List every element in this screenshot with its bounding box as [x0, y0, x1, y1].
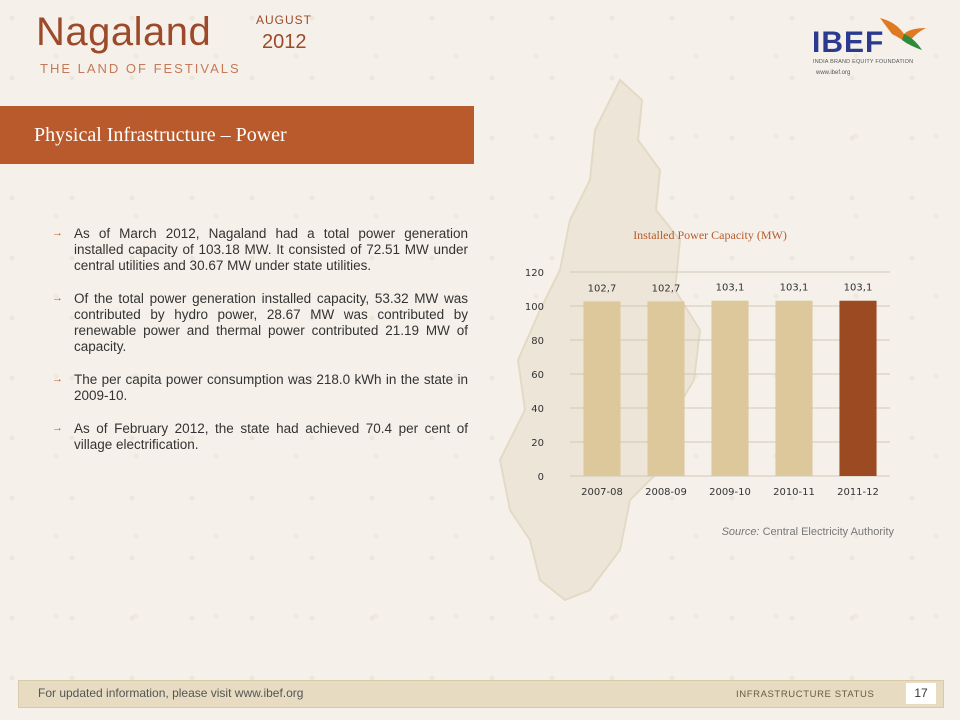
- ibef-logo: IBEF INDIA BRAND EQUITY FOUNDATION www.i…: [812, 8, 928, 92]
- bird-icon: [880, 18, 926, 50]
- bullet-text: Of the total power generation installed …: [74, 291, 468, 354]
- installed-capacity-chart: 0 20 40 60 80 100 120 102,7 2007-08 102,7 2008-09 1…: [525, 268, 890, 498]
- section-title: Physical Infrastructure – Power: [34, 124, 287, 146]
- logo-name: IBEF: [812, 26, 885, 59]
- bar-value-label: 103,1: [780, 283, 809, 294]
- footer-section-label: INFRASTRUCTURE STATUS: [736, 689, 875, 700]
- y-tick-label: 0: [538, 472, 544, 483]
- bullet-item: → Of the total power generation installe…: [52, 291, 468, 355]
- bar-value-label: 102,7: [588, 283, 617, 294]
- bar-value-label: 103,1: [716, 283, 745, 294]
- arrow-right-icon: →: [52, 227, 63, 239]
- bar: [775, 300, 813, 476]
- source-text: Central Electricity Authority: [762, 526, 894, 538]
- logo-tagline: INDIA BRAND EQUITY FOUNDATION: [813, 59, 914, 65]
- arrow-right-icon: →: [52, 422, 63, 434]
- report-month: AUGUST: [256, 13, 313, 27]
- ibef-link[interactable]: www.ibef.org: [234, 686, 304, 700]
- page-title: Nagaland: [36, 10, 212, 54]
- footer-text: For updated information, please visit: [38, 686, 232, 700]
- bullet-text: As of February 2012, the state had achie…: [74, 421, 468, 452]
- x-tick-label: 2010-11: [773, 487, 815, 498]
- bar: [839, 300, 877, 476]
- y-tick-label: 100: [525, 302, 544, 313]
- chart-title: Installed Power Capacity (MW): [633, 228, 787, 242]
- bar: [711, 300, 749, 476]
- arrow-right-icon: →: [52, 292, 63, 304]
- chart-source: Source: Central Electricity Authority: [600, 526, 894, 538]
- page-subtitle: THE LAND OF FESTIVALS: [40, 61, 241, 76]
- x-tick-label: 2007-08: [581, 487, 623, 498]
- bullet-item: → As of February 2012, the state had ach…: [52, 421, 468, 453]
- source-label: Source:: [721, 526, 760, 538]
- bullet-text: As of March 2012, Nagaland had a total p…: [74, 226, 468, 273]
- y-tick-label: 40: [531, 404, 544, 415]
- bullet-list: → As of March 2012, Nagaland had a total…: [52, 226, 468, 470]
- footer-bar: [18, 680, 944, 708]
- x-tick-label: 2008-09: [645, 487, 687, 498]
- bar: [647, 301, 685, 476]
- bullet-item: → As of March 2012, Nagaland had a total…: [52, 226, 468, 274]
- bullet-item: → The per capita power consumption was 2…: [52, 372, 468, 404]
- bar-value-label: 102,7: [652, 283, 681, 294]
- bar: [583, 301, 621, 476]
- bar-value-label: 103,1: [844, 283, 873, 294]
- y-tick-label: 20: [531, 438, 544, 449]
- y-tick-label: 120: [525, 268, 544, 279]
- footer-note: For updated information, please visit ww…: [38, 686, 303, 700]
- section-header-bar: [0, 106, 474, 164]
- page-number: 17: [906, 683, 936, 704]
- x-tick-label: 2009-10: [709, 487, 751, 498]
- arrow-right-icon: →: [52, 373, 63, 385]
- y-tick-label: 80: [531, 336, 544, 347]
- x-tick-label: 2011-12: [837, 487, 879, 498]
- bullet-text: The per capita power consumption was 218…: [74, 372, 468, 403]
- y-tick-label: 60: [531, 370, 544, 381]
- logo-url: www.ibef.org: [816, 70, 851, 76]
- report-year: 2012: [262, 31, 307, 53]
